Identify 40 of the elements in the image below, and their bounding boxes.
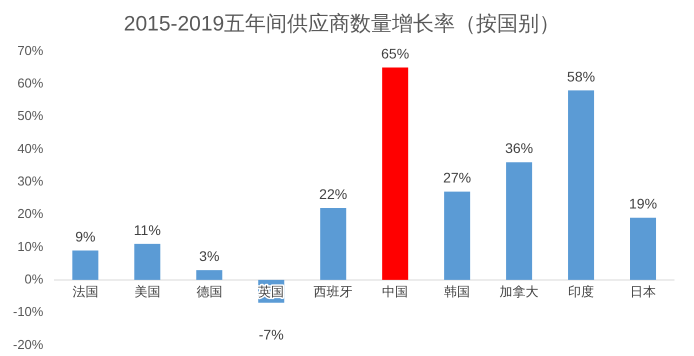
x-tick-label: 美国: [134, 284, 160, 299]
bar: [134, 244, 160, 280]
data-label: 3%: [199, 248, 220, 264]
x-tick-label: 日本: [630, 284, 656, 299]
bar: [382, 68, 408, 280]
bar: [320, 208, 346, 280]
data-label: 65%: [381, 45, 410, 62]
chart-title: 2015-2019五年间供应商数量增长率（按国别）: [124, 12, 560, 36]
x-tick-label: 中国: [382, 284, 408, 299]
data-label: 58%: [567, 68, 596, 84]
y-tick-label: 70%: [17, 42, 44, 58]
bar: [72, 250, 98, 280]
data-label: 19%: [629, 196, 658, 212]
x-tick-label: 西班牙: [314, 284, 353, 299]
y-tick-label: 40%: [17, 140, 44, 156]
x-tick-label: 韩国: [444, 284, 470, 299]
bar: [630, 218, 656, 280]
y-tick-label: 60%: [17, 75, 44, 90]
x-tick-label: 德国: [196, 284, 222, 299]
y-tick-label: 20%: [17, 206, 44, 222]
y-tick-label: -10%: [12, 304, 44, 320]
y-tick-label: 0%: [24, 271, 44, 286]
y-tick-label: 50%: [17, 108, 44, 124]
data-label: 11%: [134, 222, 161, 238]
bar: [196, 270, 222, 280]
data-label: 27%: [443, 170, 472, 186]
x-tick-label: 加拿大: [500, 284, 539, 299]
bar: [568, 90, 594, 280]
x-tick-label: 英国: [258, 284, 284, 299]
bar: [506, 162, 532, 280]
data-label: 9%: [75, 228, 96, 244]
y-tick-label: -20%: [12, 336, 44, 352]
y-tick-label: 30%: [17, 173, 44, 188]
data-label: 36%: [505, 140, 534, 156]
data-label: -7%: [258, 326, 284, 343]
data-label: 22%: [319, 186, 348, 202]
bar: [444, 192, 470, 280]
y-tick-label: 10%: [17, 238, 44, 254]
x-tick-label: 印度: [568, 284, 594, 299]
x-tick-label: 法国: [72, 284, 98, 299]
